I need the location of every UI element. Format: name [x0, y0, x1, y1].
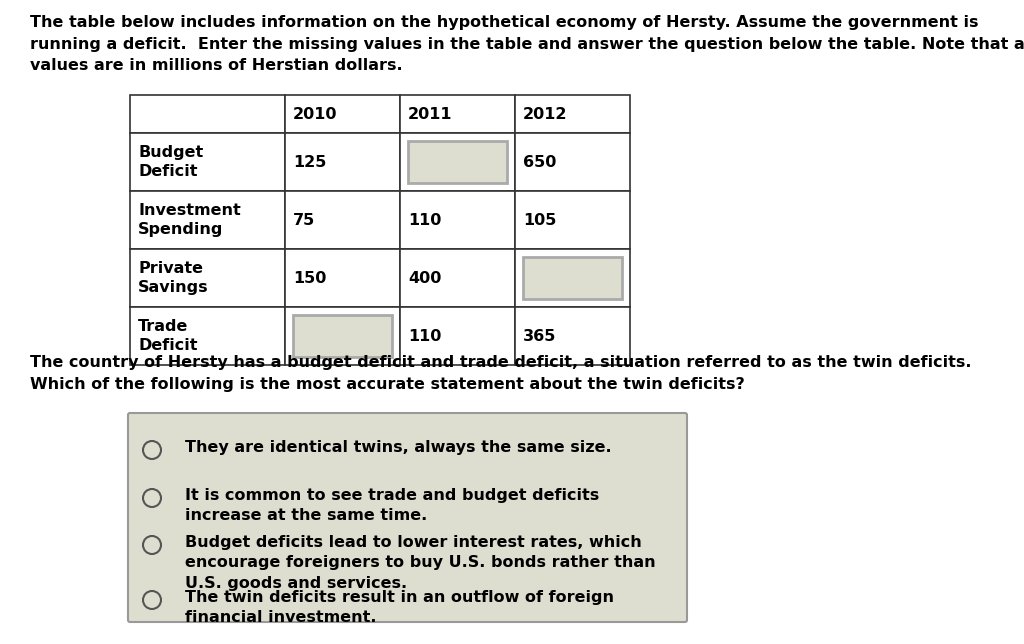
Bar: [293, 315, 392, 357]
Text: The twin deficits result in an outflow of foreign
financial investment.: The twin deficits result in an outflow o…: [185, 590, 614, 625]
Bar: [130, 133, 285, 191]
Bar: [515, 191, 630, 249]
Bar: [515, 95, 630, 133]
Bar: [515, 249, 630, 307]
Text: 2010: 2010: [293, 106, 338, 122]
Bar: [130, 191, 285, 249]
Text: 110: 110: [408, 328, 441, 343]
Bar: [400, 307, 515, 365]
Text: 105: 105: [523, 213, 556, 227]
Bar: [130, 249, 285, 307]
Bar: [515, 133, 630, 191]
Text: 365: 365: [523, 328, 556, 343]
Text: Trade
Deficit: Trade Deficit: [138, 319, 198, 354]
FancyBboxPatch shape: [128, 413, 687, 622]
Text: 125: 125: [293, 155, 327, 169]
Bar: [285, 191, 400, 249]
Bar: [515, 307, 630, 365]
Bar: [400, 191, 515, 249]
Text: 2011: 2011: [408, 106, 453, 122]
Bar: [285, 133, 400, 191]
Text: 2012: 2012: [523, 106, 567, 122]
Text: The table below includes information on the hypothetical economy of Hersty. Assu: The table below includes information on …: [30, 15, 1024, 73]
Text: It is common to see trade and budget deficits
increase at the same time.: It is common to see trade and budget def…: [185, 488, 599, 524]
Bar: [285, 307, 400, 365]
Bar: [400, 133, 515, 191]
Text: 650: 650: [523, 155, 556, 169]
Text: They are identical twins, always the same size.: They are identical twins, always the sam…: [185, 440, 611, 455]
Text: 150: 150: [293, 270, 327, 285]
Bar: [408, 141, 507, 183]
Bar: [285, 95, 400, 133]
Text: 110: 110: [408, 213, 441, 227]
Text: Budget
Deficit: Budget Deficit: [138, 145, 203, 180]
Bar: [130, 307, 285, 365]
Bar: [523, 257, 622, 299]
Text: 75: 75: [293, 213, 315, 227]
Text: The country of Hersty has a budget deficit and trade deficit, a situation referr: The country of Hersty has a budget defic…: [30, 355, 972, 392]
Bar: [400, 249, 515, 307]
Bar: [285, 249, 400, 307]
Bar: [400, 95, 515, 133]
Text: Budget deficits lead to lower interest rates, which
encourage foreigners to buy : Budget deficits lead to lower interest r…: [185, 535, 655, 591]
Text: Investment
Spending: Investment Spending: [138, 203, 241, 238]
Text: Private
Savings: Private Savings: [138, 261, 209, 296]
Text: 400: 400: [408, 270, 441, 285]
Bar: [130, 95, 285, 133]
